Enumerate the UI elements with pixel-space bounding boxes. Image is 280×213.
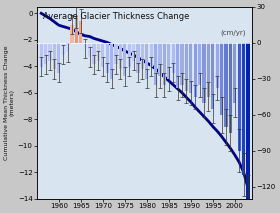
Bar (216, 43, 219, 88)
Bar (84, 43, 87, 49)
Bar (225, 43, 228, 127)
Bar (246, 43, 249, 199)
Bar (110, 43, 113, 79)
Bar (48, 43, 52, 61)
Bar (207, 43, 210, 97)
Bar (163, 43, 166, 85)
Bar (75, 16, 78, 43)
Bar (66, 43, 69, 52)
Bar (53, 43, 56, 69)
Bar (57, 43, 60, 73)
Bar (141, 43, 144, 69)
Bar (194, 43, 197, 97)
Bar (119, 43, 122, 69)
Bar (181, 43, 184, 85)
Bar (211, 43, 214, 109)
Bar (176, 43, 179, 88)
Bar (229, 43, 232, 133)
Bar (238, 43, 241, 151)
Bar (88, 43, 91, 57)
Bar (185, 43, 188, 91)
Bar (189, 43, 192, 93)
Bar (154, 43, 157, 85)
Bar (92, 43, 95, 64)
Bar (167, 43, 170, 79)
Bar (128, 43, 131, 67)
Bar (233, 43, 236, 103)
Bar (44, 43, 47, 64)
Bar (79, 21, 82, 43)
Bar (71, 25, 74, 43)
Text: Average Glacier Thickness Change: Average Glacier Thickness Change (43, 12, 190, 22)
Bar (62, 43, 65, 55)
Bar (115, 43, 118, 64)
Bar (202, 43, 206, 103)
Bar (150, 43, 153, 67)
Bar (106, 43, 109, 73)
Bar (132, 43, 135, 61)
Bar (123, 43, 126, 76)
Bar (158, 43, 162, 76)
Bar (136, 43, 139, 73)
Bar (172, 43, 175, 73)
Y-axis label: Cumulative Mean Thickness Change
(meters): Cumulative Mean Thickness Change (meters… (4, 45, 15, 160)
Bar (242, 43, 245, 175)
Bar (220, 43, 223, 115)
Bar (101, 43, 104, 67)
Bar (40, 43, 43, 67)
Bar (97, 43, 100, 61)
Text: (cm/yr): (cm/yr) (220, 30, 246, 36)
Bar (145, 43, 148, 79)
Bar (198, 43, 201, 85)
